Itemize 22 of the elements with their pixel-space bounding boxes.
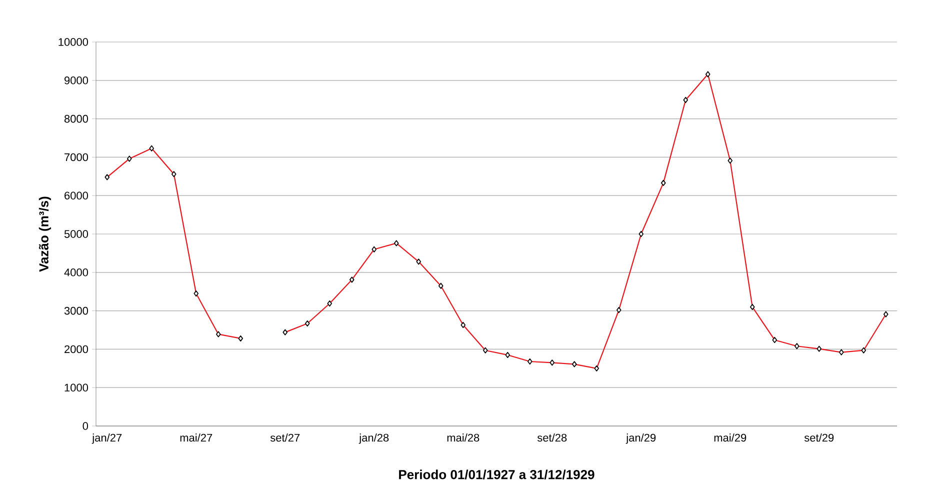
y-tick-label: 7000 [64,153,88,162]
x-axis-title: Periodo 01/01/1927 a 31/12/1929 [399,470,594,480]
y-tick-label: 0 [82,422,88,430]
y-tick-label: 10000 [58,38,88,46]
y-tick-label: 3000 [64,306,88,315]
y-tick-label: 1000 [64,384,88,392]
x-tick-label: mai/28 [447,434,480,442]
x-tick-label: set/27 [270,434,300,442]
x-tick-label: jan/29 [626,434,656,444]
y-tick-label: 4000 [64,268,88,276]
y-tick-label: 5000 [64,230,88,238]
x-tick-label: set/29 [804,434,834,442]
y-axis-title: Vazão (m³/s) [38,196,52,272]
y-tick-label: 8000 [64,114,88,123]
x-tick-label: mai/27 [180,434,212,442]
y-tick-label: 6000 [64,192,88,200]
x-tick-label: mai/29 [714,434,746,442]
x-tick-label: jan/27 [92,434,122,444]
x-tick-label: set/28 [537,434,567,442]
x-tick-label: jan/28 [358,434,389,444]
y-tick-label: 9000 [64,76,88,84]
y-tick-label: 2000 [64,345,88,354]
